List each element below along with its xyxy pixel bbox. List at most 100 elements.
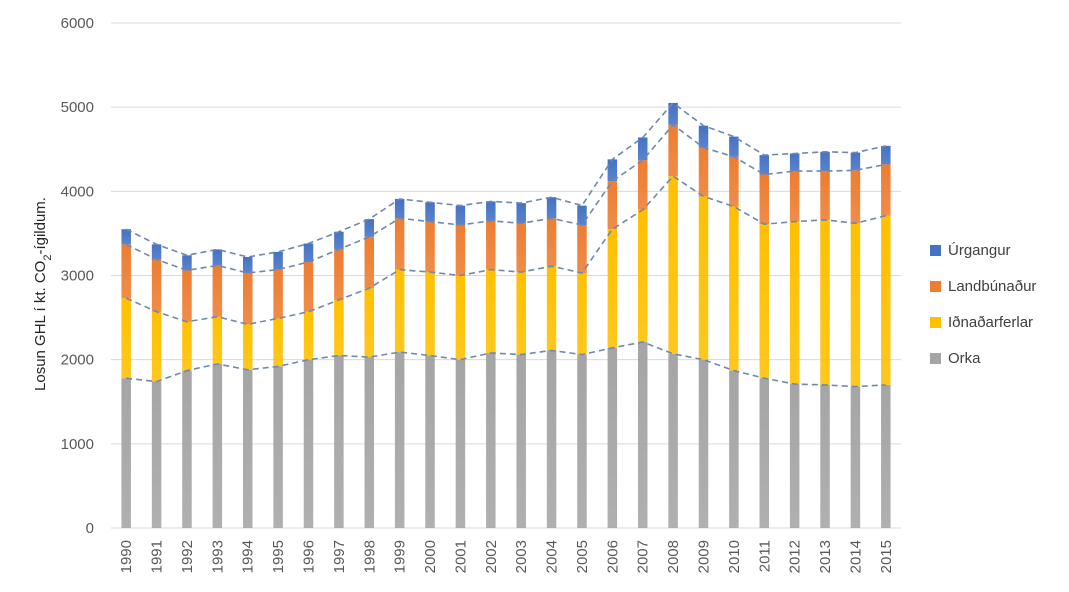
bar-segment — [394, 198, 405, 219]
bar-segment — [607, 229, 618, 348]
bar-segment — [182, 321, 192, 371]
bar-segment — [273, 318, 283, 367]
bar-segment — [546, 266, 557, 351]
bar-segment — [637, 209, 648, 342]
bar-segment — [516, 354, 526, 528]
x-tick-label: 1990 — [118, 540, 135, 573]
bar-segment — [334, 231, 344, 250]
bar-segment — [698, 147, 709, 197]
bar-segment — [242, 324, 253, 370]
x-tick-label: 2002 — [483, 540, 500, 573]
bar-segment — [182, 270, 192, 322]
bar-segment — [546, 350, 557, 528]
bar-segment — [516, 223, 526, 273]
bar-segment — [698, 359, 709, 528]
bar-segment — [729, 370, 739, 528]
x-tick-label: 1993 — [209, 540, 226, 573]
bar-segment — [364, 236, 375, 289]
bar-segment — [850, 223, 861, 387]
bar-segment — [486, 220, 496, 270]
x-tick-label: 2005 — [574, 540, 591, 573]
bar-segment — [789, 221, 800, 385]
bar-segment — [850, 386, 861, 528]
bar-segment — [334, 355, 344, 528]
bar-segment — [303, 243, 314, 263]
legend-label: Úrgangur — [948, 241, 1011, 259]
bar-segment — [121, 229, 131, 245]
bar-segment — [729, 136, 739, 157]
bar-segment — [334, 249, 344, 300]
y-tick-label: 5000 — [61, 99, 94, 116]
x-tick-label: 2008 — [665, 540, 682, 573]
legend-swatch — [930, 352, 941, 364]
bar-segment — [637, 160, 648, 210]
legend-label: Iðnaðarferlar — [948, 313, 1034, 331]
bar-segment — [212, 265, 223, 317]
bar-segment — [698, 196, 709, 360]
y-tick-label: 2000 — [61, 352, 94, 369]
bar-segment — [637, 341, 648, 528]
bar-segment — [455, 359, 466, 528]
bar-segment — [212, 316, 223, 364]
gridlines — [111, 22, 901, 529]
trend-line — [125, 123, 886, 274]
bar-segment — [394, 352, 405, 528]
bar-segment — [455, 225, 466, 276]
bar-segment — [729, 156, 739, 207]
x-tick-label: 1994 — [240, 540, 257, 573]
bar-segment — [668, 102, 678, 125]
bar-segment — [759, 378, 770, 528]
trend-line — [125, 101, 886, 258]
bar-segment — [820, 151, 830, 172]
bar-segment — [212, 363, 223, 528]
x-tick-label: 1997 — [331, 540, 348, 573]
legend-swatch — [930, 316, 941, 328]
bar-segment — [577, 354, 587, 528]
x-tick-labels: 1990 1991 1992 1993 1994 1995 1996 1997 1998 1999… — [118, 540, 895, 573]
bar-segment — [212, 249, 223, 266]
trend-lines — [125, 101, 886, 388]
x-tick-label: 1992 — [179, 540, 196, 573]
bar-segment — [820, 384, 830, 528]
bar-segment — [121, 298, 131, 379]
legend-item-landbunadur: Landbúnaður — [930, 268, 1036, 304]
bar-segment — [546, 197, 557, 219]
x-tick-label: 2004 — [544, 540, 561, 573]
x-tick-label: 2011 — [756, 540, 773, 572]
bar-segment — [759, 155, 770, 175]
bar-segment — [425, 272, 435, 356]
bar-segment — [273, 366, 283, 528]
bar-segment — [820, 219, 830, 385]
bar-segment — [759, 174, 770, 225]
bar-segment — [577, 205, 587, 225]
bar-segment — [577, 272, 587, 355]
x-tick-label: 2015 — [878, 540, 895, 573]
trend-line — [126, 341, 886, 388]
x-tick-label: 2012 — [787, 540, 804, 573]
y-tick-label: 6000 — [61, 15, 94, 32]
x-tick-label: 1999 — [392, 540, 409, 573]
bar-segment — [881, 384, 891, 528]
bar-segment — [607, 181, 618, 230]
x-tick-label: 1991 — [149, 540, 166, 573]
bar-segment — [303, 311, 314, 360]
bar-segment — [759, 224, 770, 379]
bar-segment — [394, 218, 405, 270]
bar-segment — [607, 159, 618, 182]
bar-segment — [334, 299, 344, 356]
bar-segment — [789, 171, 800, 222]
bar-segment — [364, 288, 375, 358]
legend-swatch — [930, 280, 941, 292]
trend-line — [125, 175, 886, 326]
x-tick-label: 2000 — [422, 540, 439, 573]
bar-segment — [151, 244, 162, 260]
bar-segment — [151, 311, 162, 382]
bar-segment — [394, 269, 405, 353]
bar-segment — [881, 215, 891, 385]
x-tick-label: 2010 — [726, 540, 743, 573]
bar-segment — [516, 203, 526, 224]
bar-segment — [425, 202, 435, 222]
bar-segment — [364, 219, 375, 237]
bar-segment — [273, 269, 283, 319]
